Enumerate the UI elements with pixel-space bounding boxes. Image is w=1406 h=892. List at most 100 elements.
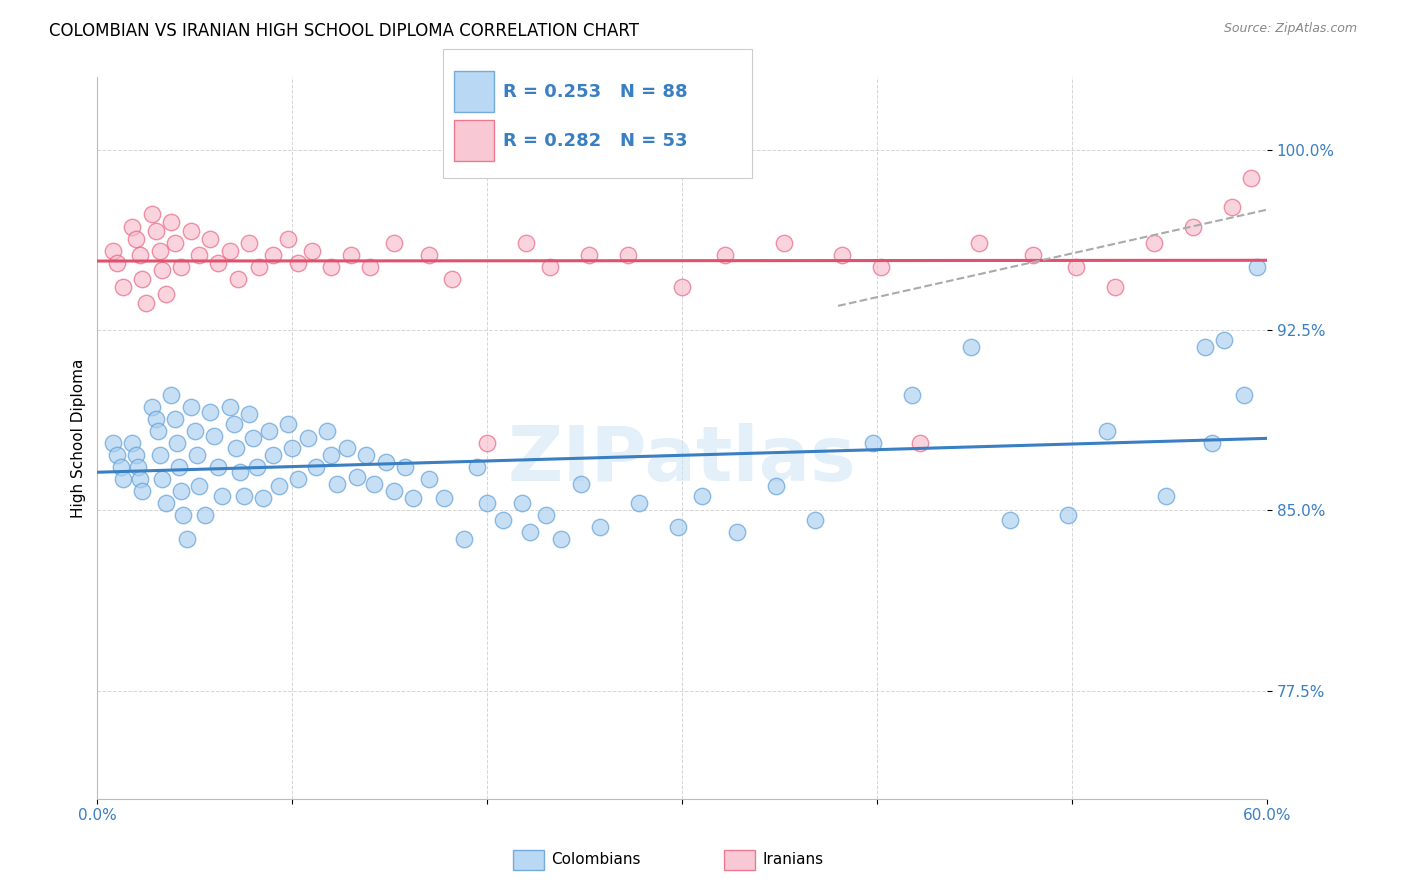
- Point: [578, 248, 600, 262]
- Point: [550, 532, 572, 546]
- Point: [477, 496, 499, 510]
- Point: [187, 479, 209, 493]
- Point: [121, 219, 143, 234]
- Point: [125, 448, 148, 462]
- Point: [202, 428, 225, 442]
- Text: ZIPatlas: ZIPatlas: [508, 423, 856, 497]
- Y-axis label: High School Diploma: High School Diploma: [72, 359, 86, 517]
- Point: [257, 424, 280, 438]
- Text: R = 0.253   N = 88: R = 0.253 N = 88: [503, 83, 688, 101]
- Point: [184, 424, 207, 438]
- Point: [870, 260, 893, 275]
- Point: [277, 417, 299, 431]
- Point: [166, 436, 188, 450]
- Point: [418, 472, 440, 486]
- Point: [1246, 260, 1268, 275]
- Point: [127, 459, 149, 474]
- Point: [105, 255, 128, 269]
- Point: [131, 483, 153, 498]
- Point: [402, 491, 425, 506]
- Point: [105, 448, 128, 462]
- Point: [129, 248, 152, 262]
- Point: [160, 215, 183, 229]
- Text: COLOMBIAN VS IRANIAN HIGH SCHOOL DIPLOMA CORRELATION CHART: COLOMBIAN VS IRANIAN HIGH SCHOOL DIPLOMA…: [49, 22, 640, 40]
- Point: [671, 279, 693, 293]
- Point: [534, 508, 557, 522]
- Point: [277, 231, 299, 245]
- Point: [441, 272, 464, 286]
- Point: [155, 286, 177, 301]
- Point: [346, 469, 368, 483]
- Point: [1213, 333, 1236, 347]
- Point: [1057, 508, 1080, 522]
- Point: [1233, 388, 1256, 402]
- Point: [772, 236, 794, 251]
- Point: [176, 532, 198, 546]
- Point: [967, 236, 990, 251]
- Point: [262, 448, 284, 462]
- Point: [219, 400, 242, 414]
- Point: [141, 207, 163, 221]
- Point: [908, 436, 931, 450]
- Point: [339, 248, 361, 262]
- Text: Iranians: Iranians: [762, 853, 823, 867]
- Point: [193, 508, 215, 522]
- Point: [1220, 200, 1243, 214]
- Point: [121, 436, 143, 450]
- Point: [512, 496, 534, 510]
- Point: [356, 448, 378, 462]
- Point: [170, 260, 193, 275]
- Point: [101, 244, 124, 258]
- Point: [1194, 340, 1216, 354]
- Point: [803, 513, 825, 527]
- Point: [228, 465, 250, 479]
- Point: [131, 272, 153, 286]
- Point: [316, 424, 339, 438]
- Point: [394, 459, 416, 474]
- Point: [862, 436, 884, 450]
- Point: [1064, 260, 1087, 275]
- Point: [363, 476, 385, 491]
- Point: [492, 513, 515, 527]
- Point: [589, 520, 612, 534]
- Point: [111, 472, 134, 486]
- Point: [690, 489, 713, 503]
- Point: [211, 489, 233, 503]
- Point: [110, 459, 132, 474]
- Point: [232, 489, 254, 503]
- Point: [297, 431, 319, 445]
- Point: [200, 404, 222, 418]
- Point: [666, 520, 689, 534]
- Point: [145, 224, 167, 238]
- Point: [714, 248, 737, 262]
- Point: [281, 441, 304, 455]
- Point: [418, 248, 440, 262]
- Point: [222, 417, 245, 431]
- Point: [101, 436, 124, 450]
- Point: [246, 459, 269, 474]
- Point: [200, 231, 222, 245]
- Point: [150, 472, 173, 486]
- Point: [725, 524, 748, 539]
- Point: [477, 436, 499, 450]
- Point: [247, 260, 270, 275]
- Point: [1240, 171, 1263, 186]
- Point: [287, 255, 309, 269]
- Point: [238, 407, 260, 421]
- Point: [1154, 489, 1177, 503]
- Point: [167, 459, 190, 474]
- Point: [467, 459, 489, 474]
- Point: [287, 472, 309, 486]
- Point: [453, 532, 475, 546]
- Point: [359, 260, 381, 275]
- Text: R = 0.282   N = 53: R = 0.282 N = 53: [503, 132, 688, 150]
- Point: [180, 224, 202, 238]
- Point: [382, 236, 405, 251]
- Point: [172, 508, 194, 522]
- Point: [149, 448, 172, 462]
- Point: [1201, 436, 1223, 450]
- Point: [150, 262, 173, 277]
- Point: [149, 244, 172, 258]
- Point: [242, 431, 264, 445]
- Point: [160, 388, 183, 402]
